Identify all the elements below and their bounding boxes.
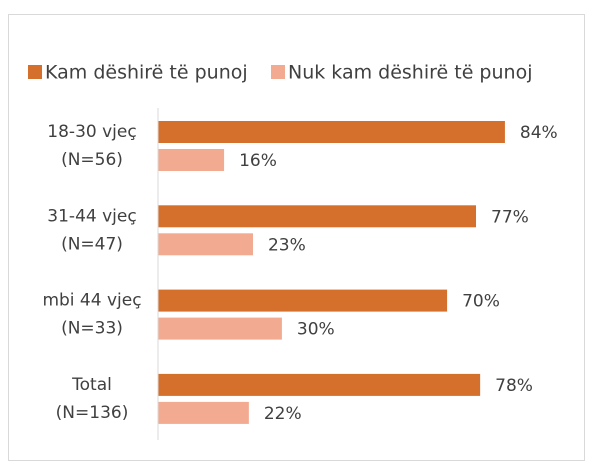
y-tick-label: 31-44 vjeç [47,206,136,226]
data-label: 30% [297,320,335,340]
bar [158,401,249,424]
bar [158,373,481,396]
data-label: 84% [520,123,558,143]
bar [158,149,225,171]
y-tick-label: mbi 44 vjeç [42,291,141,311]
bar [158,121,505,143]
data-label: 23% [268,235,306,255]
bar [158,289,448,312]
data-label: 16% [239,151,277,171]
y-tick-label: (N=136) [56,403,129,423]
legend-label: Nuk kam dëshirë të punoj [288,62,532,84]
y-tick-label: Total [71,375,112,395]
bar [158,317,282,340]
data-label: 70% [462,292,500,312]
legend-swatch [28,65,42,79]
bar [158,205,477,228]
data-label: 77% [491,207,529,227]
legend-label: Kam dëshirë të punoj [45,62,248,84]
y-tick-label: (N=56) [61,150,123,170]
legend-swatch [271,65,285,79]
data-label: 78% [495,376,533,396]
y-tick-label: (N=47) [61,234,123,254]
bar [158,233,253,256]
data-label: 22% [264,404,302,424]
y-tick-label: 18-30 vjeç [47,122,136,142]
y-tick-label: (N=33) [61,319,123,339]
